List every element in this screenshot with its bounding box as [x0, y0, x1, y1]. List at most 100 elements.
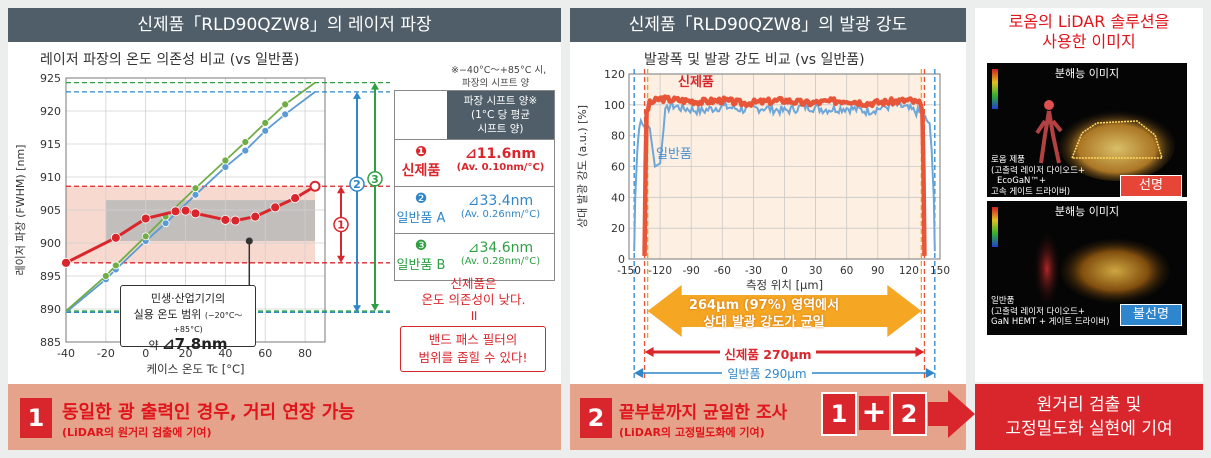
y-tick-label: 895 — [40, 270, 61, 283]
series-point-0 — [110, 232, 121, 243]
uniform-arrow-text: 264μm (97%) 영역에서 상대 발광 강도가 균일 — [688, 298, 840, 330]
conclusion-text: 신제품은 온도 의존성이 낮다. ॥ — [421, 276, 526, 324]
chart2-subtitle: 발광폭 및 발광 강도 비교 (vs 일반품) — [644, 52, 865, 68]
bracket-a-arrow-bottom — [353, 305, 361, 313]
y-tick-label: 905 — [40, 204, 61, 217]
y-tick-label: 925 — [40, 72, 61, 85]
banner2-text: 끝부분까지 균일한 조사 — [619, 403, 788, 423]
series-point-2 — [111, 261, 120, 270]
panel-emission-intensity: 신제품「RLD90QZW8」의 발광 강도 발광폭 및 발광 강도 비교 (vs… — [570, 8, 966, 450]
y-tick-label: 885 — [40, 336, 61, 349]
y-tick-label: 915 — [40, 138, 61, 151]
combo-plus: + — [859, 396, 889, 430]
x-tick-label: -40 — [57, 347, 75, 360]
panel3-title: 로옴의 LiDAR 솔루션을 사용한 이미지 — [1008, 12, 1170, 51]
x-tick-label: -120 — [648, 265, 672, 277]
img1-scene — [1035, 100, 1175, 181]
y-tick-label: 20 — [611, 222, 625, 235]
series-point-1 — [241, 146, 250, 155]
img2-caption: 일반품 (고출력 레이저 다이오드+ GaN HEMT + 게이트 드라이버) — [991, 296, 1110, 327]
series-point-2 — [261, 118, 270, 127]
bracket-new-badge — [333, 216, 349, 233]
y-tick-label: 920 — [40, 105, 61, 118]
callout-line3: 약 ⊿7.8nm — [148, 335, 228, 353]
banner1-number: 1 — [20, 398, 52, 438]
bracket-b-arrow-bottom — [371, 303, 379, 311]
bracket-new-arrow-top — [337, 186, 345, 194]
y-axis-label: 상대 발광 강도 (a.u.) [%] — [576, 105, 589, 228]
x-tick-label: 20 — [179, 347, 193, 360]
y-tick-label: 890 — [40, 303, 61, 316]
table-row-std-b: ❸ 일반품 B ⊿34.6nm (Av. 0.28nm/°C) — [395, 233, 554, 281]
series-point-1 — [161, 219, 170, 228]
y-tick-label: 900 — [40, 237, 61, 250]
banner1-subtext: (LiDAR의 원거리 검출에 기여) — [62, 426, 212, 439]
callout-line1: 민생·산업기기의 — [150, 292, 226, 305]
banner2-number: 2 — [580, 398, 612, 438]
bracket-new-label: 1 — [337, 219, 345, 232]
combo-2: 2 — [891, 392, 927, 436]
series-point-0 — [61, 257, 71, 268]
series-point-0 — [230, 215, 241, 226]
colorbar-1 — [992, 69, 998, 109]
x-tick-label: 60 — [258, 347, 272, 360]
img1-caption: 로옴 제품 (고출력 레이저 다이오드+ EcoGaN™+ 고속 게이트 드라이… — [991, 155, 1086, 197]
bracket-b-arrow-top — [371, 82, 379, 90]
bracket-a-badge — [349, 176, 365, 192]
x-tick-label: -30 — [745, 265, 762, 277]
badge-clear: 선명 — [1120, 175, 1182, 197]
uniform-arrow — [647, 285, 922, 337]
bracket-b-badge — [367, 171, 383, 187]
table-row-new: ❶ 신제품 ⊿11.6nm (Av. 0.10nm/°C) — [395, 139, 554, 187]
width-arrow-new-head-left — [644, 347, 654, 357]
series-point-1 — [191, 190, 200, 199]
series-point-0 — [140, 213, 151, 224]
label-standard-product: 일반품 — [656, 147, 692, 162]
y-tick-label: 40 — [611, 191, 625, 204]
x-axis-label: 케이스 온도 Tc [°C] — [146, 362, 244, 376]
colorbar-2 — [992, 207, 998, 247]
width-std-label: 일반품 290μm — [722, 365, 812, 382]
note-line1: ※−40°C～+85°C 시, — [451, 65, 547, 76]
x-tick-label: 0 — [142, 347, 149, 360]
x-tick-label: -90 — [683, 265, 700, 277]
series-point-0 — [290, 193, 301, 204]
series-point-0 — [180, 205, 191, 216]
banner-1: 1 동일한 광 출력인 경우, 거리 연장 가능 (LiDAR의 원거리 검출에… — [8, 384, 561, 450]
banner2-subtext: (LiDAR의 고정밀도화에 기여) — [619, 426, 765, 439]
width-new-label: 신제품 270μm — [720, 344, 816, 363]
y-tick-label: 60 — [611, 161, 625, 174]
series-point-2 — [191, 184, 200, 193]
series-point-2 — [141, 232, 150, 241]
result-box: 밴드 패스 필터의 범위를 좁힐 수 있다! — [400, 326, 546, 372]
label-new-product: 신제품 — [678, 75, 714, 90]
series-point-0 — [220, 214, 231, 225]
x-tick-label: 40 — [218, 347, 232, 360]
img1-title: 분해능 이미지 — [1054, 67, 1120, 80]
chart-intensity: 0 20 40 60 80 100 120 -150 -120 -90 -60 -30 0 30 60 90 1… — [576, 68, 950, 380]
x-tick-label: -150 — [617, 265, 641, 277]
bracket-a-arrow-top — [353, 91, 361, 99]
series-point-1 — [261, 126, 270, 135]
y-tick-label: 100 — [604, 99, 625, 112]
series-point-0 — [250, 211, 261, 222]
x-tick-label: 80 — [298, 347, 312, 360]
series-point-2 — [281, 100, 290, 109]
x-tick-label: -20 — [97, 347, 115, 360]
y-tick-label: 0 — [618, 253, 625, 266]
panel2-header: 신제품「RLD90QZW8」의 발광 강도 — [570, 8, 966, 42]
y-tick-label: 120 — [604, 68, 625, 81]
x-tick-label: 60 — [840, 265, 853, 277]
y-tick-label: 80 — [611, 130, 625, 143]
y-tick-label: 910 — [40, 171, 61, 184]
image-rohm: 분해능 이미지 로옴 제품 (고출력 레이저 다이오드+ EcoGaN™+ 고속… — [987, 63, 1187, 197]
bracket-a-label: 2 — [353, 178, 361, 191]
series-point-1 — [281, 110, 290, 119]
callout-dot — [245, 237, 253, 245]
series-point-2 — [221, 156, 230, 165]
banner1-text: 동일한 광 출력인 경우, 거리 연장 가능 — [62, 402, 355, 423]
combo-1: 1 — [821, 392, 857, 436]
x-tick-label: 120 — [899, 265, 919, 277]
width-arrow-standard-head-left — [634, 368, 644, 378]
series-point-0 — [270, 202, 281, 213]
